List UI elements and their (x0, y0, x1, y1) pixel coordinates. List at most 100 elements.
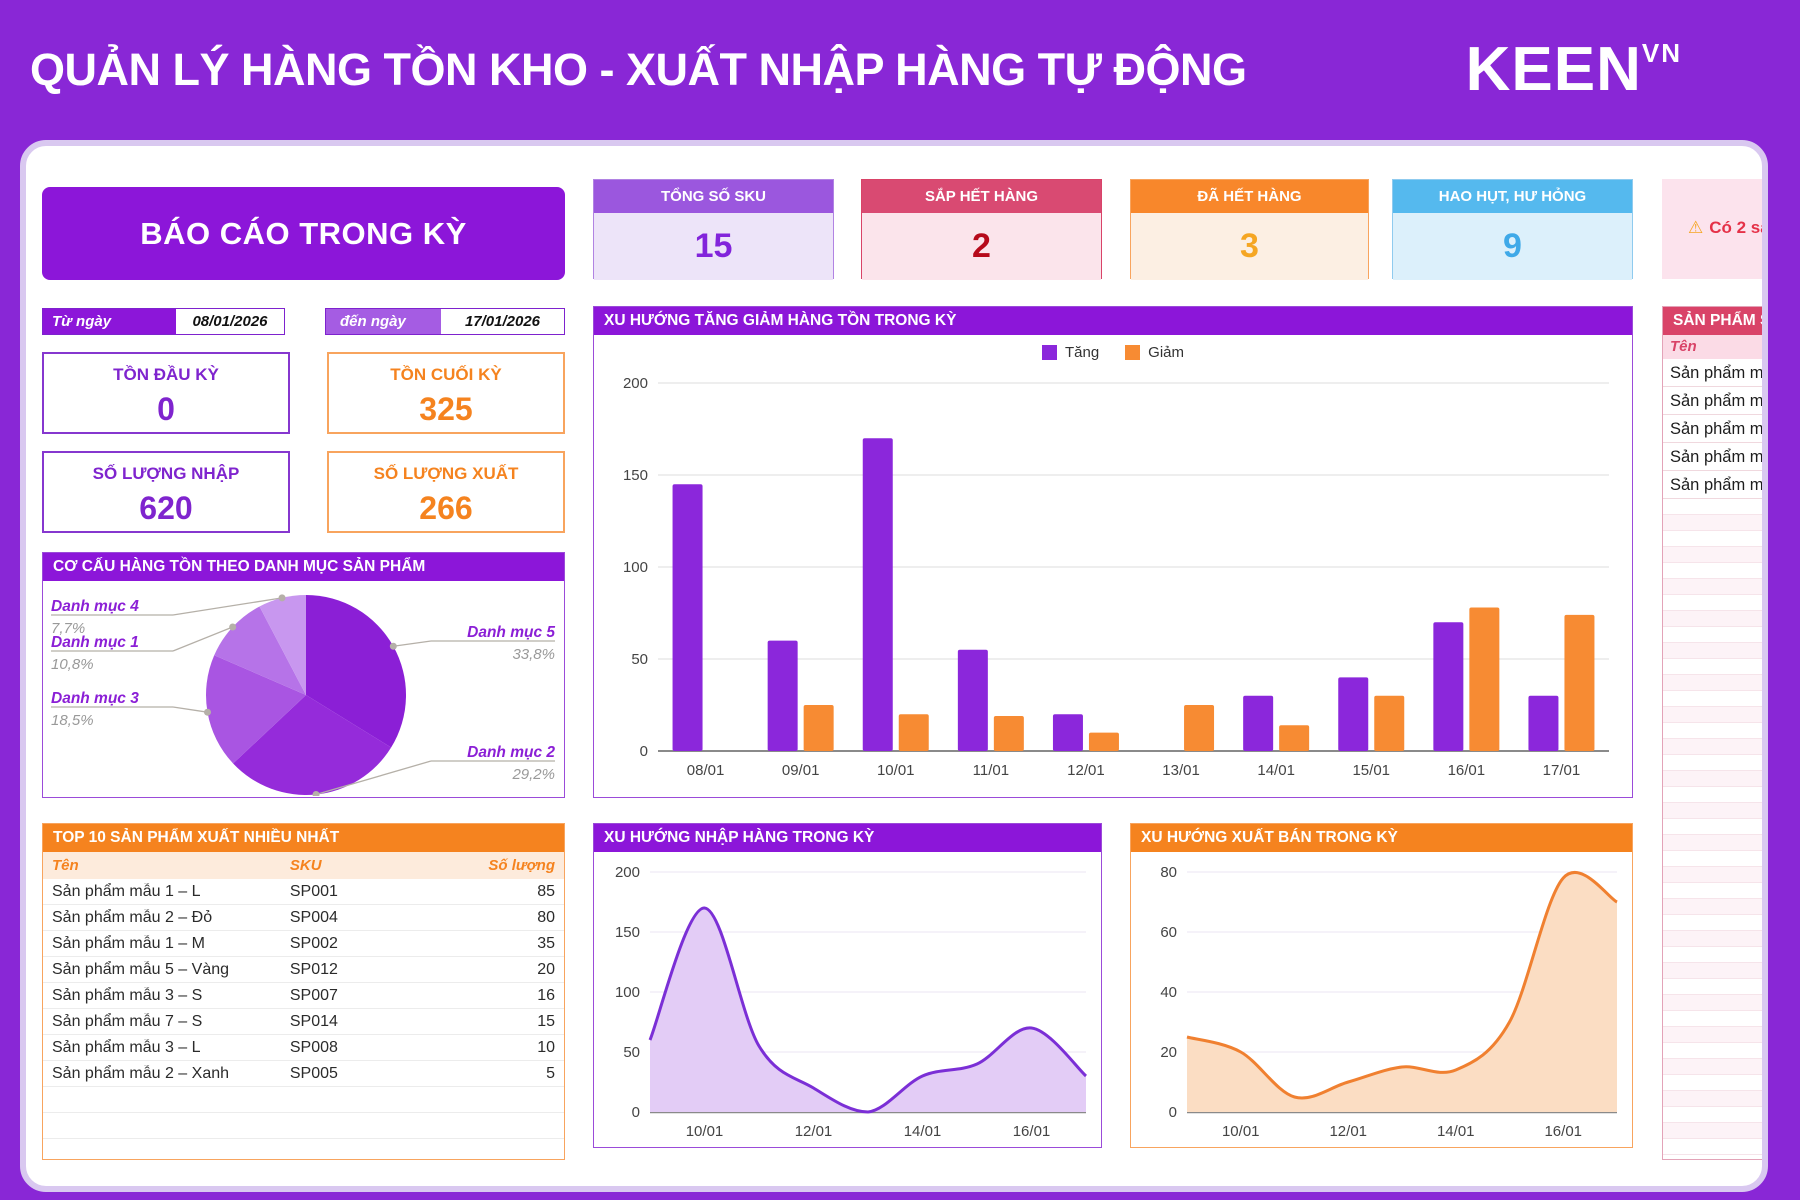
cell-name: Sản phẩm mẫu 2 – Đỏ (52, 908, 213, 926)
svg-text:100: 100 (623, 559, 648, 576)
low-stock-col-header: Tên (1663, 335, 1762, 359)
empty-row (1663, 979, 1762, 995)
low-stock-row: Sản phẩm mẫ (1663, 359, 1762, 387)
table-row: Sản phẩm mẫu 1 – L SP001 85 (43, 879, 564, 905)
empty-row (1663, 835, 1762, 851)
cell-qty: 20 (537, 960, 555, 978)
empty-row (1663, 931, 1762, 947)
cell-qty: 15 (537, 1012, 555, 1030)
kpi-out-of-stock: ĐÃ HẾT HÀNG 3 (1130, 179, 1369, 280)
empty-row (1663, 1011, 1762, 1027)
category-pie-chart: Danh mục 5 33,8% Danh mục 2 29,2% Danh mục 3… (51, 594, 555, 798)
svg-text:10/01: 10/01 (686, 1123, 724, 1140)
empty-row (1663, 547, 1762, 563)
cell-sku: SP005 (289, 1064, 338, 1082)
pie-pct-label: 10,8% (51, 656, 94, 673)
empty-row (1663, 1059, 1762, 1075)
svg-text:09/01: 09/01 (782, 762, 820, 779)
stat-value: 0 (157, 391, 175, 427)
low-stock-warning: ⚠ Có 2 sả (1662, 179, 1762, 279)
dashboard-card: BÁO CÁO TRONG KỲ Từ ngày 08/01/2026 đến … (20, 140, 1768, 1192)
empty-row (1663, 691, 1762, 707)
kpi-label: ĐÃ HẾT HÀNG (1131, 180, 1368, 213)
svg-text:60: 60 (1160, 924, 1177, 941)
empty-row (1663, 1043, 1762, 1059)
top10-title: TOP 10 SẢN PHẨM XUẤT NHIỀU NHẤT (43, 824, 564, 852)
brand-sup-text: VN (1641, 38, 1682, 68)
empty-row (1663, 819, 1762, 835)
stock-trend-title: XU HƯỚNG TĂNG GIẢM HÀNG TỒN TRONG KỲ (594, 307, 1632, 335)
stat-value: 266 (419, 490, 473, 526)
stat-opening-stock: TỒN ĐẦU KỲ 0 (42, 352, 290, 434)
bar-chart-legend: Tăng Giảm (594, 335, 1632, 369)
date-from-input[interactable]: 08/01/2026 (176, 309, 284, 334)
cell-qty: 35 (537, 934, 555, 952)
inbound-trend-panel: XU HƯỚNG NHẬP HÀNG TRONG KỲ 0 50 100 150 200… (593, 823, 1102, 1148)
low-stock-row: Sản phẩm mẫ (1663, 415, 1762, 443)
pie-label: Danh mục 2 (467, 744, 555, 761)
stock-trend-bar-chart: 0 50 100 150 200 08/01 09/01 10/01 11/01 12/01 13/… (623, 375, 1609, 779)
empty-row (1663, 579, 1762, 595)
table-row: Sản phẩm mẫu 3 – S SP007 16 (43, 983, 564, 1009)
low-stock-row: Sản phẩm mẫ (1663, 471, 1762, 499)
svg-text:12/01: 12/01 (1329, 1123, 1367, 1140)
page-title: QUẢN LÝ HÀNG TỒN KHO - XUẤT NHẬP HÀNG TỰ… (30, 44, 1247, 95)
empty-row (1663, 1091, 1762, 1107)
empty-row (1663, 867, 1762, 883)
low-stock-row: Sản phẩm mẫ (1663, 443, 1762, 471)
stat-value: 620 (139, 490, 193, 526)
svg-text:15/01: 15/01 (1352, 762, 1390, 779)
svg-text:14/01: 14/01 (1257, 762, 1295, 779)
svg-text:0: 0 (632, 1104, 640, 1121)
date-from-group: Từ ngày 08/01/2026 (42, 308, 285, 335)
svg-text:150: 150 (615, 924, 640, 941)
empty-row (1663, 739, 1762, 755)
empty-row (1663, 915, 1762, 931)
empty-row (1663, 947, 1762, 963)
cell-sku: SP002 (289, 934, 338, 952)
table-row: Sản phẩm mẫu 2 – Xanh SP005 5 (43, 1061, 564, 1087)
svg-text:16/01: 16/01 (1013, 1123, 1051, 1140)
empty-row (1663, 995, 1762, 1011)
low-stock-row: Sản phẩm mẫ (1663, 387, 1762, 415)
kpi-value: 3 (1131, 213, 1368, 280)
svg-text:10/01: 10/01 (1222, 1123, 1260, 1140)
svg-text:08/01: 08/01 (687, 762, 725, 779)
cell-sku: SP004 (289, 908, 338, 926)
svg-text:200: 200 (615, 864, 640, 881)
warning-icon: ⚠ (1688, 218, 1704, 237)
cell-name: Sản phẩm mẫu 1 – M (52, 934, 205, 952)
stat-label: SỐ LƯỢNG NHẬP (92, 464, 240, 483)
cell-name: Sản phẩm mẫu 3 – S (52, 986, 203, 1004)
kpi-loss-damage: HAO HỤT, HƯ HỎNG 9 (1392, 179, 1633, 280)
cell-sku: SP012 (289, 960, 338, 978)
legend-swatch-tang (1041, 344, 1057, 360)
empty-row (1663, 499, 1762, 515)
stat-value: 325 (419, 391, 473, 427)
cell-qty: 5 (546, 1064, 555, 1082)
date-to-input[interactable]: 17/01/2026 (441, 309, 564, 334)
legend-item-tang: Tăng (1041, 344, 1099, 361)
svg-text:16/01: 16/01 (1544, 1123, 1582, 1140)
svg-text:50: 50 (631, 651, 648, 668)
col-qty: Số lượng (488, 857, 555, 874)
cell-sku: SP001 (289, 882, 338, 900)
inbound-trend-area-chart: 0 50 100 150 200 10/01 12/01 14/01 16/01 (615, 864, 1088, 1140)
stat-label: TỒN CUỐI KỲ (390, 365, 502, 384)
empty-row (1663, 1075, 1762, 1091)
empty-row (1663, 627, 1762, 643)
kpi-value: 2 (862, 213, 1101, 280)
kpi-label: HAO HỤT, HƯ HỎNG (1393, 180, 1632, 213)
empty-row (1663, 723, 1762, 739)
pie-label: Danh mục 3 (51, 690, 139, 707)
pie-pct-label: 7,7% (51, 620, 85, 637)
pie-label: Danh mục 1 (51, 634, 139, 651)
date-to-label: đến ngày (326, 309, 441, 334)
cell-name: Sản phẩm mẫu 2 – Xanh (52, 1064, 230, 1082)
low-stock-table-title: SẢN PHẨM S (1663, 307, 1762, 335)
date-to-group: đến ngày 17/01/2026 (325, 308, 565, 335)
svg-text:16/01: 16/01 (1448, 762, 1486, 779)
pie-pct-label: 18,5% (51, 712, 94, 729)
kpi-value: 9 (1393, 213, 1632, 280)
kpi-value: 15 (594, 213, 833, 280)
